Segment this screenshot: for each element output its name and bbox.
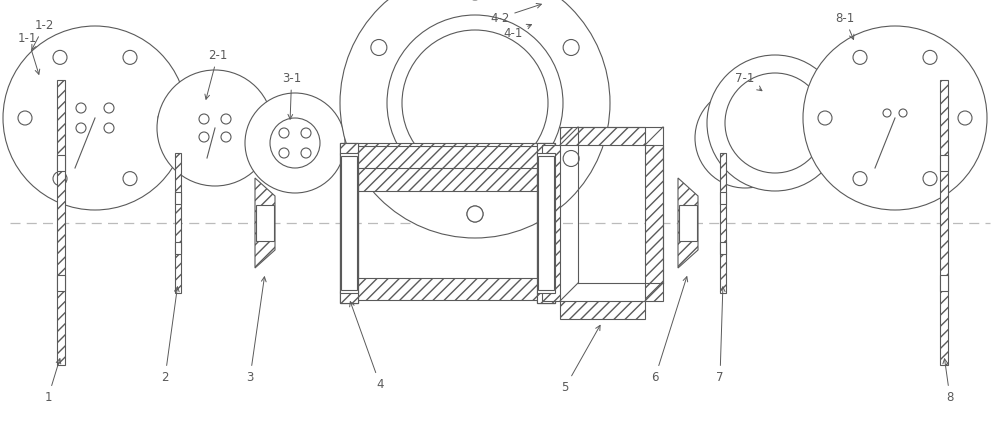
Polygon shape	[57, 275, 65, 291]
Circle shape	[923, 50, 937, 64]
Circle shape	[563, 39, 579, 55]
Text: 8-1: 8-1	[835, 11, 854, 39]
Polygon shape	[358, 146, 537, 168]
Circle shape	[199, 132, 209, 142]
Polygon shape	[720, 192, 726, 204]
Text: 4-1: 4-1	[503, 25, 531, 39]
Circle shape	[751, 142, 761, 152]
Text: 8: 8	[943, 359, 954, 404]
Polygon shape	[57, 155, 65, 171]
Polygon shape	[537, 143, 555, 303]
Polygon shape	[175, 242, 181, 254]
Circle shape	[18, 111, 32, 125]
Text: 1: 1	[44, 359, 61, 404]
Circle shape	[818, 111, 832, 125]
Polygon shape	[340, 143, 358, 155]
Polygon shape	[175, 153, 181, 293]
Polygon shape	[340, 143, 358, 303]
Circle shape	[279, 128, 289, 138]
Text: 6: 6	[651, 277, 688, 384]
Circle shape	[707, 55, 843, 191]
Polygon shape	[940, 80, 948, 365]
Polygon shape	[720, 242, 726, 254]
Circle shape	[720, 113, 770, 163]
Polygon shape	[940, 275, 948, 291]
Polygon shape	[720, 153, 726, 293]
Circle shape	[340, 0, 610, 238]
Circle shape	[76, 103, 86, 113]
Circle shape	[853, 50, 867, 64]
Polygon shape	[255, 178, 275, 268]
Polygon shape	[341, 156, 357, 290]
Polygon shape	[560, 301, 645, 319]
Polygon shape	[678, 178, 698, 268]
Polygon shape	[358, 143, 537, 191]
Polygon shape	[537, 143, 555, 155]
Circle shape	[371, 39, 387, 55]
Circle shape	[803, 26, 987, 210]
Circle shape	[158, 111, 172, 125]
Circle shape	[3, 26, 187, 210]
Polygon shape	[940, 155, 948, 171]
Circle shape	[157, 70, 273, 186]
Text: 2-1: 2-1	[205, 49, 227, 99]
Polygon shape	[679, 205, 697, 241]
Text: 7: 7	[716, 287, 725, 384]
Polygon shape	[340, 143, 358, 303]
Polygon shape	[256, 205, 274, 241]
Text: 3-1: 3-1	[282, 71, 301, 119]
Polygon shape	[57, 80, 65, 365]
Polygon shape	[340, 153, 358, 293]
Circle shape	[371, 151, 387, 167]
Polygon shape	[542, 145, 560, 301]
Circle shape	[53, 50, 67, 64]
Circle shape	[563, 151, 579, 167]
Text: 2: 2	[161, 287, 179, 384]
Circle shape	[387, 15, 563, 191]
Polygon shape	[538, 156, 554, 290]
Circle shape	[301, 128, 311, 138]
Circle shape	[729, 124, 739, 134]
Circle shape	[853, 172, 867, 186]
Text: 1-2: 1-2	[32, 19, 54, 49]
Polygon shape	[645, 145, 663, 301]
Circle shape	[123, 172, 137, 186]
Circle shape	[279, 148, 289, 158]
Circle shape	[695, 88, 795, 188]
Circle shape	[958, 111, 972, 125]
Text: 7-1: 7-1	[735, 71, 762, 91]
Circle shape	[104, 123, 114, 133]
Circle shape	[245, 93, 345, 193]
Circle shape	[104, 103, 114, 113]
Circle shape	[467, 206, 483, 222]
Circle shape	[76, 123, 86, 133]
Text: 3: 3	[246, 277, 266, 384]
Circle shape	[301, 148, 311, 158]
Circle shape	[725, 73, 825, 173]
Circle shape	[402, 30, 548, 176]
Circle shape	[199, 114, 209, 124]
Text: 4: 4	[350, 302, 384, 391]
Polygon shape	[560, 127, 645, 145]
Circle shape	[751, 124, 761, 134]
Text: 4-2: 4-2	[490, 3, 541, 25]
Polygon shape	[537, 153, 555, 293]
Polygon shape	[358, 278, 537, 300]
Text: 1-1: 1-1	[18, 31, 40, 74]
Text: 5: 5	[561, 325, 600, 394]
Circle shape	[923, 172, 937, 186]
Circle shape	[221, 114, 231, 124]
Circle shape	[883, 109, 891, 117]
Polygon shape	[537, 143, 555, 303]
Circle shape	[123, 50, 137, 64]
Circle shape	[729, 142, 739, 152]
Circle shape	[899, 109, 907, 117]
Circle shape	[467, 206, 483, 222]
Circle shape	[270, 118, 320, 168]
Circle shape	[53, 172, 67, 186]
Polygon shape	[175, 192, 181, 204]
Polygon shape	[537, 291, 555, 303]
Polygon shape	[340, 291, 358, 303]
Circle shape	[221, 132, 231, 142]
